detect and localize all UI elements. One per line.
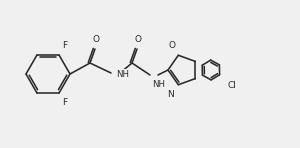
Text: N: N [168,90,174,99]
Text: Cl: Cl [228,81,236,90]
Text: NH: NH [116,70,129,78]
Text: F: F [62,98,67,107]
Text: O: O [168,41,175,50]
Text: NH: NH [152,80,165,89]
Text: O: O [92,35,100,44]
Text: F: F [62,41,67,50]
Text: O: O [134,35,142,44]
